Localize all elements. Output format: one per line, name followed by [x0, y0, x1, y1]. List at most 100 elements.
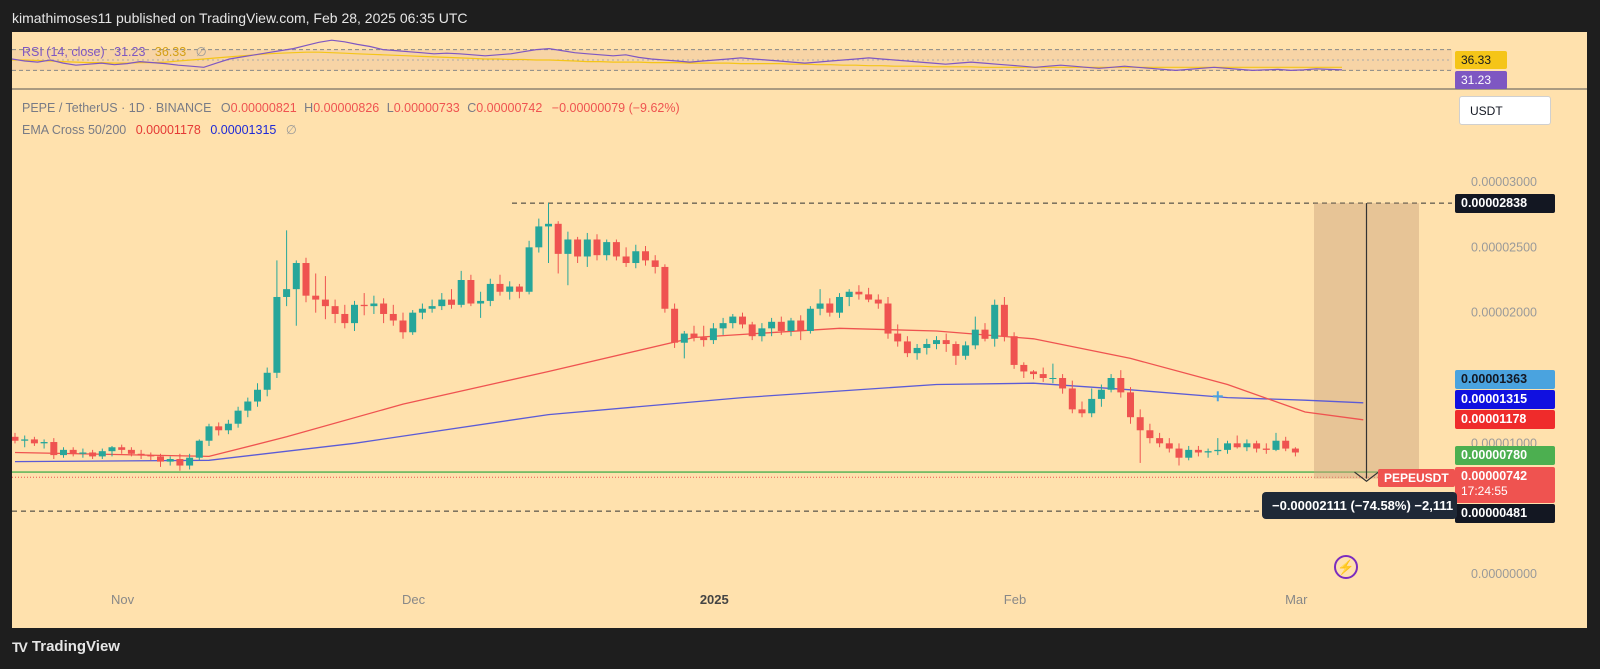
candle-body [894, 333, 902, 342]
candle-body [283, 289, 291, 297]
candle [496, 274, 504, 296]
candle-body [1010, 336, 1018, 365]
candle [612, 239, 620, 261]
candle-body [118, 447, 126, 450]
candle [1194, 445, 1202, 457]
candle [884, 296, 892, 339]
candle [273, 260, 281, 378]
candle [477, 291, 485, 318]
candle [1020, 362, 1028, 378]
last-price-badge: 0.00000742 17:24:55 [1455, 467, 1555, 503]
candle [632, 244, 640, 269]
candle [486, 278, 494, 307]
candle [515, 283, 523, 299]
high-value: 0.00000826 [313, 101, 380, 115]
candle-body [448, 299, 455, 305]
symbol-legend: PEPE / TetherUS · 1D · BINANCE O0.000008… [22, 101, 680, 115]
candle [215, 422, 223, 436]
currency-button[interactable]: USDT [1459, 96, 1551, 125]
candle [428, 299, 436, 313]
candle-body [98, 451, 106, 457]
candle-body [186, 457, 194, 466]
candle-body [166, 459, 174, 462]
candle [1272, 432, 1280, 452]
candle-body [981, 329, 989, 339]
candle [797, 315, 805, 341]
candle-body [428, 306, 436, 309]
candle-body [1097, 389, 1105, 399]
candle-body [457, 280, 465, 305]
candle-body [719, 323, 727, 329]
candle-body [1117, 378, 1125, 393]
ema50-value: 0.00001178 [135, 123, 201, 137]
candle [642, 246, 649, 266]
candle [806, 306, 814, 334]
chart-frame[interactable]: 0.00003000 0.00002500 0.00002000 0.00001000… [12, 32, 1587, 628]
candle-body [244, 401, 252, 411]
candle-body [671, 308, 679, 343]
candle [292, 260, 300, 326]
candle [147, 452, 155, 461]
ema-label: EMA Cross 50/200 [22, 123, 127, 137]
candle [1156, 432, 1164, 448]
candle-body [389, 313, 397, 321]
candle [1243, 439, 1251, 452]
candle [399, 312, 407, 339]
lightning-icon[interactable]: ⚡ [1334, 555, 1358, 579]
candle-body [574, 239, 582, 257]
candle [903, 336, 911, 358]
candle-body [642, 251, 649, 261]
candle [438, 293, 446, 311]
candle-body [418, 308, 426, 313]
candle-body [826, 303, 834, 313]
candle-body [137, 453, 145, 456]
candle-body [748, 324, 756, 337]
candle-body [1030, 371, 1037, 375]
candle-body [913, 347, 921, 354]
candle [816, 289, 824, 316]
candle-body [224, 423, 232, 431]
ema200-line [14, 382, 1364, 463]
candle-body [195, 440, 203, 458]
candle-body [506, 286, 514, 292]
candle [981, 323, 989, 342]
candle-body [1204, 451, 1212, 453]
candle [583, 232, 591, 267]
candle [1224, 440, 1231, 454]
candle-body [777, 321, 785, 331]
candle [186, 453, 194, 470]
candle-body [40, 442, 48, 444]
ema-red-badge: 0.00001178 [1455, 410, 1555, 429]
candle-body [409, 312, 417, 333]
candle-body [1291, 448, 1299, 453]
candle-body [816, 303, 824, 309]
candle-body [205, 426, 213, 441]
candle-body [1078, 409, 1086, 414]
candle-body [593, 239, 601, 256]
time-tick-label: Dec [402, 592, 426, 607]
candle-body [89, 452, 97, 457]
close-label: C [467, 101, 477, 115]
symbol-name: PEPE / TetherUS · 1D · BINANCE [22, 101, 212, 115]
brand-name: TradingView [31, 638, 120, 655]
bottom-level-badge: 0.00000481 [1455, 504, 1555, 523]
candle [855, 285, 863, 300]
candle [418, 303, 426, 320]
candle [952, 341, 960, 365]
chart-svg[interactable]: 0.000030000.000025000.000020000.00001000… [12, 32, 1587, 628]
candle-body [709, 328, 717, 341]
candle [758, 323, 766, 342]
price-pane [12, 202, 1452, 512]
candle [1204, 448, 1212, 458]
candle-body [292, 263, 300, 290]
candle-body [30, 439, 38, 444]
top-level-badge: 0.00002838 [1455, 194, 1555, 213]
support-badge: 0.00000780 [1455, 446, 1555, 465]
high-label: H [304, 101, 314, 115]
candle-body [806, 308, 814, 331]
candle [254, 383, 261, 407]
candle-body [991, 304, 999, 339]
candle-body [50, 442, 58, 456]
candle-body [1243, 443, 1251, 448]
candle-body [661, 266, 669, 309]
